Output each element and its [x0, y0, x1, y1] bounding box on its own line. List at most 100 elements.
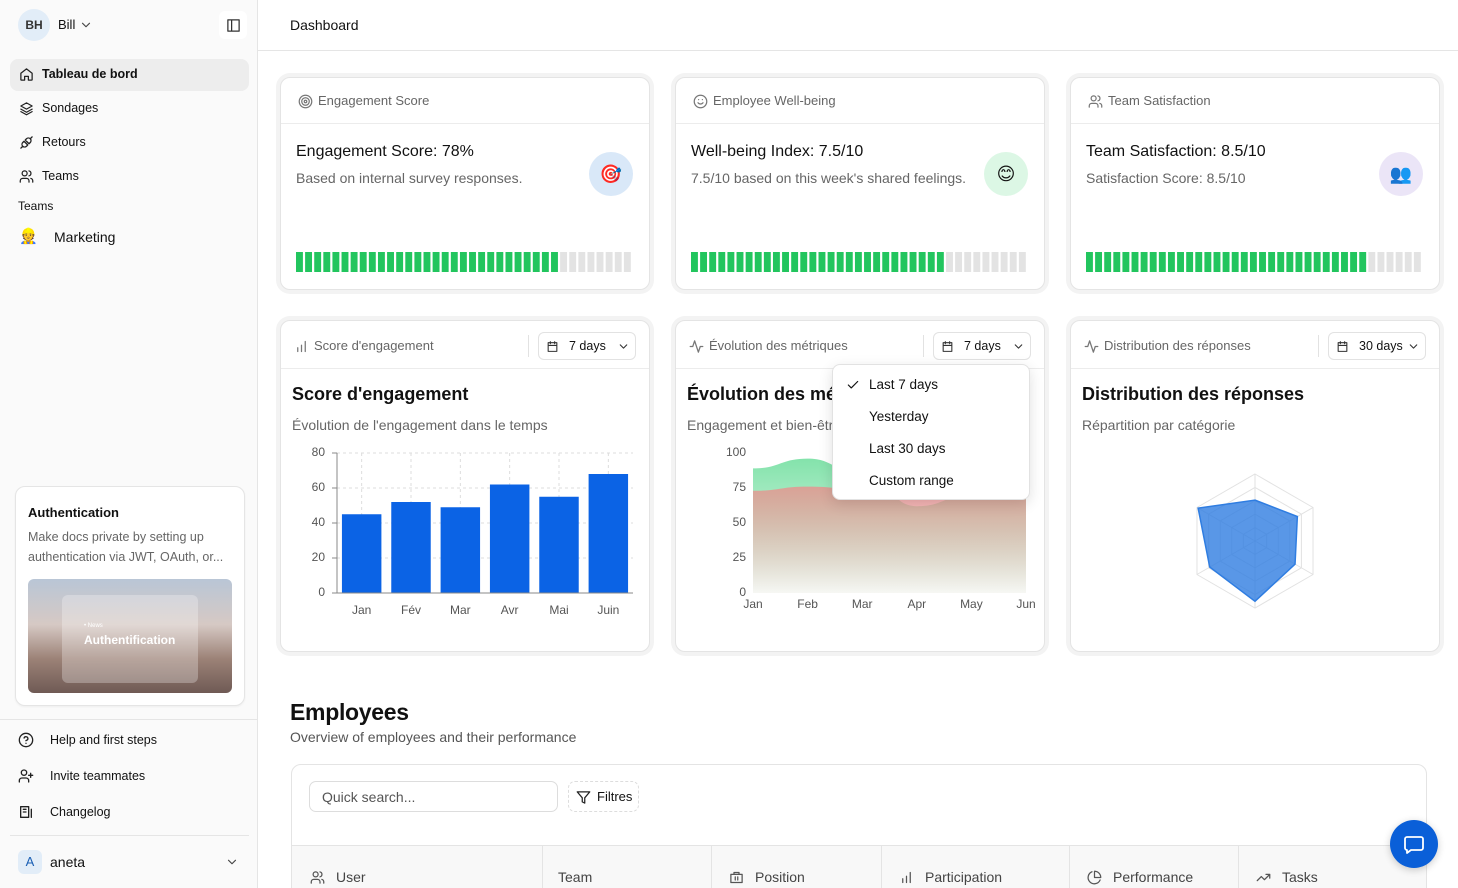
- progress-segment: [1131, 252, 1139, 272]
- column-header[interactable]: Position: [755, 869, 805, 885]
- icon-path: [847, 380, 859, 389]
- icon: [18, 732, 34, 748]
- progress-segment: [405, 252, 413, 272]
- icon-path: [693, 94, 707, 108]
- progress-segment: [1259, 252, 1266, 272]
- column-header[interactable]: Tasks: [1282, 869, 1318, 885]
- nav-item[interactable]: Sondages: [42, 101, 99, 115]
- progress-segment: [1167, 252, 1175, 272]
- icon-path: [19, 67, 33, 81]
- menu-option[interactable]: Last 30 days: [869, 441, 946, 456]
- progress-segment: [800, 252, 808, 272]
- sidebar-divider: [10, 835, 249, 836]
- progress-segment: [1177, 252, 1184, 272]
- footer-link[interactable]: Help and first steps: [50, 733, 157, 747]
- progress-segment: [809, 252, 817, 272]
- card-label: Score d'engagement: [314, 338, 434, 353]
- team-name[interactable]: Marketing: [54, 229, 116, 245]
- progress-empty: [1018, 252, 1026, 272]
- progress-empty: [1009, 252, 1017, 272]
- menu-option[interactable]: Yesterday: [869, 409, 929, 424]
- progress-segment: [718, 252, 726, 272]
- chat-button[interactable]: [1390, 820, 1438, 868]
- y-tick-label: 60: [312, 480, 326, 494]
- chart: 0 25 50 75 100 Jan Feb Mar Apr May Jun: [726, 445, 1036, 611]
- icon: [693, 94, 707, 108]
- footer-link[interactable]: Invite teammates: [50, 769, 146, 783]
- icon-path: [81, 22, 91, 28]
- progress-segment: [1313, 252, 1321, 272]
- icon: [81, 22, 91, 28]
- progress-empty: [946, 252, 953, 272]
- progress-segment: [1350, 252, 1358, 272]
- progress-segment: [487, 252, 495, 272]
- column-header[interactable]: Performance: [1113, 869, 1194, 885]
- icon-path: [901, 871, 911, 883]
- progress-segment: [900, 252, 908, 272]
- progress-segment: [350, 252, 358, 272]
- nav-item[interactable]: Teams: [42, 169, 79, 183]
- card-title: Engagement Score: 78%: [296, 143, 474, 160]
- icon: [227, 859, 237, 865]
- promo-card: Authentication Make docs private by setti…: [15, 486, 245, 706]
- x-tick-label: May: [960, 597, 983, 611]
- progress-segment: [1122, 252, 1130, 272]
- icon-circle: [984, 152, 1028, 196]
- progress-segment: [459, 252, 467, 272]
- progress-segment: [754, 252, 762, 272]
- menu-option[interactable]: Last 7 days: [869, 377, 939, 392]
- icon: [1409, 343, 1417, 349]
- progress-segment: [532, 252, 540, 272]
- footer-link[interactable]: Changelog: [50, 805, 111, 819]
- icon: [296, 340, 306, 352]
- progress-segment: [1158, 252, 1166, 272]
- x-tick-label: Jan: [743, 597, 762, 611]
- progress-empty: [991, 252, 999, 272]
- sidebar-divider: [0, 719, 258, 720]
- progress-segment: [1277, 252, 1285, 272]
- nav-item[interactable]: Retours: [42, 135, 86, 149]
- column-header[interactable]: Team: [558, 869, 593, 885]
- image-panel: [62, 595, 198, 683]
- section-title: Teams: [18, 199, 54, 213]
- progress-segment: [396, 252, 404, 272]
- search-input[interactable]: [309, 781, 558, 812]
- progress-segment: [1231, 252, 1239, 272]
- icon: [1014, 343, 1022, 349]
- menu-option[interactable]: Custom range: [869, 473, 954, 488]
- progress-segment: [314, 252, 322, 272]
- icon: [310, 870, 324, 884]
- progress-segment: [1195, 252, 1203, 272]
- progress-segment: [827, 252, 835, 272]
- progress-empty: [1000, 252, 1008, 272]
- progress-segment: [727, 252, 735, 272]
- promo-text: Make docs private by setting up: [28, 530, 204, 544]
- nav-item[interactable]: Tableau de bord: [42, 67, 138, 81]
- collapse-button[interactable]: [219, 11, 247, 39]
- user-name[interactable]: Bill: [58, 17, 76, 32]
- y-tick-label: 100: [726, 445, 746, 459]
- sidebar: [0, 0, 258, 888]
- column-header[interactable]: User: [336, 869, 366, 885]
- icon-path: [19, 169, 33, 183]
- icon-path: [226, 18, 240, 32]
- progress-empty: [973, 252, 981, 272]
- column-divider: [711, 845, 712, 888]
- chart-title: Score d'engagement: [292, 384, 469, 404]
- progress-empty: [569, 252, 577, 272]
- range-button[interactable]: [1328, 332, 1426, 360]
- range-button[interactable]: [933, 332, 1031, 360]
- icon-path: [1404, 836, 1424, 854]
- account-name[interactable]: aneta: [50, 854, 86, 870]
- progress-segment: [414, 252, 422, 272]
- progress-segment: [1086, 252, 1093, 272]
- icon-path: [227, 859, 237, 865]
- icon-path: [20, 806, 32, 818]
- progress-segment: [368, 252, 376, 272]
- column-header[interactable]: Participation: [925, 869, 1003, 885]
- y-tick-label: 75: [733, 480, 747, 494]
- range-button[interactable]: [538, 332, 636, 360]
- progress-segment: [818, 252, 826, 272]
- filter-button[interactable]: [568, 781, 639, 812]
